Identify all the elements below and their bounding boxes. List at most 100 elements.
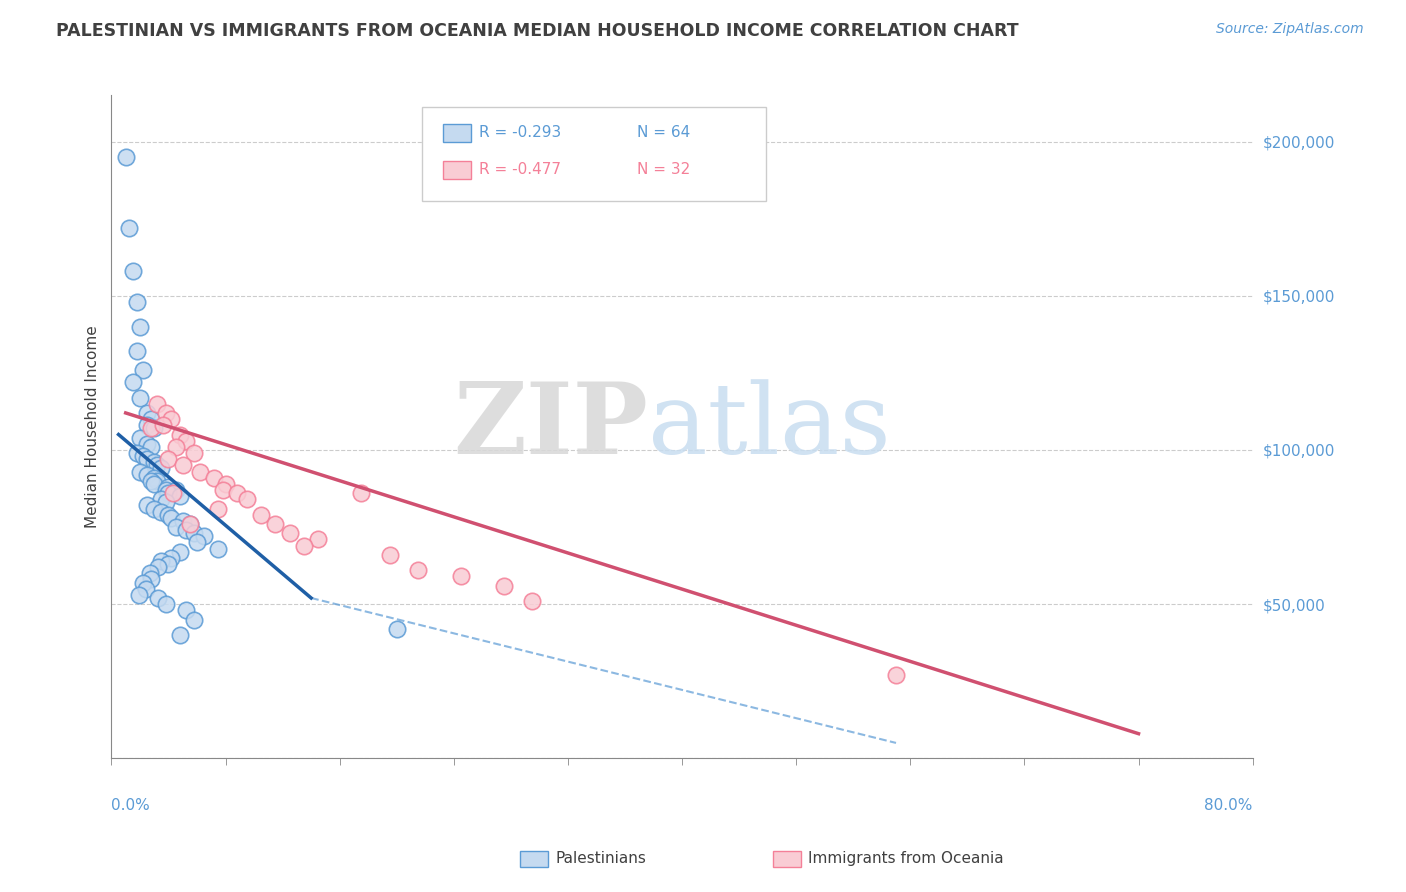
Point xyxy=(141,474,163,488)
Point xyxy=(183,526,205,541)
Point xyxy=(141,412,163,426)
Point xyxy=(146,397,169,411)
Point xyxy=(135,582,157,596)
Point xyxy=(127,446,149,460)
Point xyxy=(160,412,183,426)
Point xyxy=(450,569,472,583)
Text: Immigrants from Oceania: Immigrants from Oceania xyxy=(808,851,1004,865)
Text: ZIP: ZIP xyxy=(453,378,648,475)
Text: N = 32: N = 32 xyxy=(637,162,690,177)
Point xyxy=(127,294,149,309)
Point xyxy=(207,501,229,516)
Point xyxy=(183,613,205,627)
Point xyxy=(174,603,197,617)
Point xyxy=(157,480,180,494)
Point xyxy=(139,566,162,581)
Point xyxy=(121,264,143,278)
Point xyxy=(165,440,187,454)
Point xyxy=(292,539,315,553)
Point xyxy=(141,421,163,435)
Point xyxy=(169,628,191,642)
Point xyxy=(114,150,136,164)
Text: Source: ZipAtlas.com: Source: ZipAtlas.com xyxy=(1216,22,1364,37)
Point xyxy=(264,516,287,531)
Point xyxy=(152,418,174,433)
Point xyxy=(226,486,249,500)
Point xyxy=(165,520,187,534)
Point xyxy=(236,492,259,507)
Point xyxy=(202,471,225,485)
Point xyxy=(155,495,177,509)
Point xyxy=(136,406,159,420)
Point xyxy=(207,541,229,556)
Text: PALESTINIAN VS IMMIGRANTS FROM OCEANIA MEDIAN HOUSEHOLD INCOME CORRELATION CHART: PALESTINIAN VS IMMIGRANTS FROM OCEANIA M… xyxy=(56,22,1019,40)
Point xyxy=(155,483,177,497)
Point xyxy=(214,476,236,491)
Point xyxy=(172,514,194,528)
Point xyxy=(141,573,163,587)
Text: 0.0%: 0.0% xyxy=(111,798,150,814)
Point xyxy=(143,471,166,485)
Point xyxy=(278,526,301,541)
Point xyxy=(146,474,169,488)
Point xyxy=(136,437,159,451)
Y-axis label: Median Household Income: Median Household Income xyxy=(86,326,100,528)
Point xyxy=(186,535,208,549)
Point xyxy=(121,375,143,389)
Point xyxy=(143,421,166,435)
Point xyxy=(522,594,544,608)
Point xyxy=(250,508,273,522)
Point xyxy=(188,465,211,479)
Point xyxy=(385,622,408,636)
Text: Palestinians: Palestinians xyxy=(555,851,647,865)
Point xyxy=(129,319,152,334)
Point xyxy=(132,575,155,590)
Point xyxy=(183,446,205,460)
Point xyxy=(150,505,173,519)
Point xyxy=(193,529,215,543)
Point xyxy=(150,461,173,475)
Point xyxy=(155,597,177,611)
Point xyxy=(136,418,159,433)
Point xyxy=(174,523,197,537)
Point xyxy=(146,458,169,473)
Point xyxy=(128,588,150,602)
Point xyxy=(160,550,183,565)
Point xyxy=(169,545,191,559)
Point xyxy=(157,557,180,571)
Point xyxy=(174,434,197,448)
Point xyxy=(117,220,139,235)
Point xyxy=(129,465,152,479)
Point xyxy=(141,440,163,454)
Text: R = -0.293: R = -0.293 xyxy=(479,125,561,139)
Point xyxy=(150,554,173,568)
Point xyxy=(492,579,515,593)
Point xyxy=(406,563,429,577)
Point xyxy=(143,455,166,469)
Point xyxy=(155,406,177,420)
Point xyxy=(884,668,907,682)
Point xyxy=(157,486,180,500)
Point xyxy=(172,458,194,473)
Point xyxy=(132,449,155,463)
Point xyxy=(136,452,159,467)
Point xyxy=(157,508,180,522)
Point xyxy=(148,560,170,574)
Point xyxy=(179,516,201,531)
Point xyxy=(129,391,152,405)
Point xyxy=(150,492,173,507)
Point xyxy=(307,533,329,547)
Point xyxy=(157,452,180,467)
Point xyxy=(378,548,401,562)
Point xyxy=(136,467,159,482)
Point xyxy=(160,510,183,524)
Point xyxy=(143,476,166,491)
Point xyxy=(350,486,373,500)
Point xyxy=(148,591,170,605)
Text: N = 64: N = 64 xyxy=(637,125,690,139)
Text: atlas: atlas xyxy=(648,379,890,475)
Point xyxy=(211,483,233,497)
Text: 80.0%: 80.0% xyxy=(1205,798,1253,814)
Point xyxy=(169,427,191,442)
Point xyxy=(179,516,201,531)
